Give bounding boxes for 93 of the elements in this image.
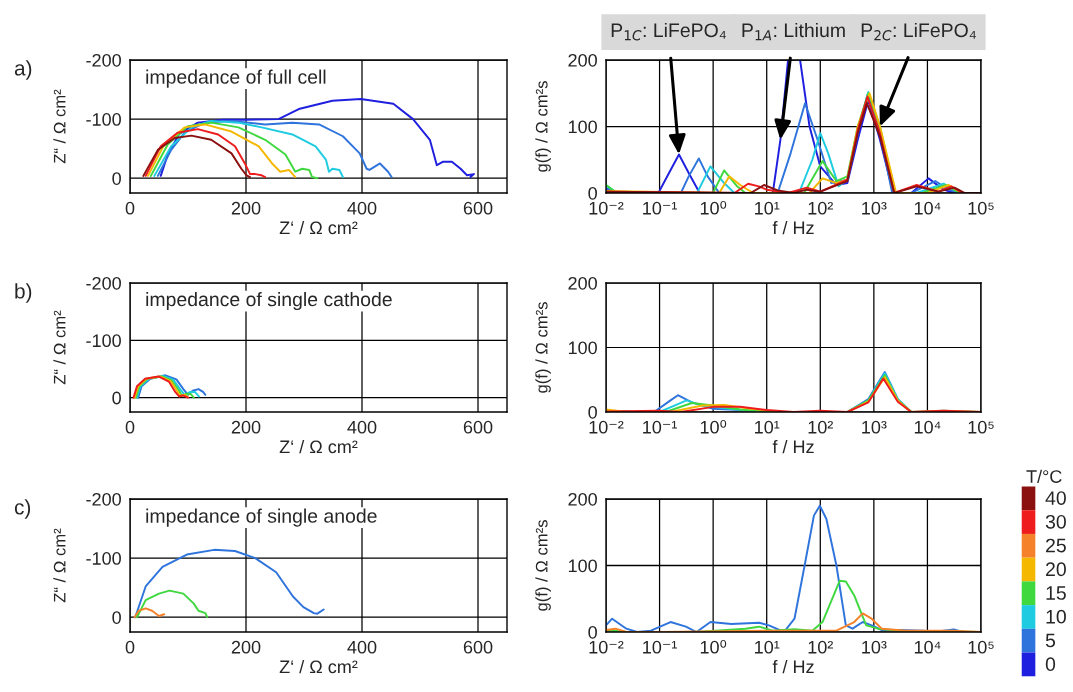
y-tick-label: 0	[112, 172, 121, 185]
y-tick-label: 200	[568, 276, 597, 290]
x-axis-title: Z‘ / Ω cm²	[279, 439, 358, 454]
line-series	[135, 589, 209, 619]
line-series	[144, 128, 267, 179]
line-series	[147, 123, 297, 179]
chart-title: impedance of single cathode	[146, 292, 392, 311]
line-series	[133, 607, 166, 619]
line-series	[159, 98, 475, 179]
x-tick-label: 600	[463, 640, 493, 654]
text: b)	[15, 283, 32, 303]
legend-label: 10	[1046, 609, 1066, 624]
x-axis-title: f / Hz	[772, 439, 814, 454]
legend-label: 20	[1046, 562, 1066, 577]
x-tick-label: 200	[231, 420, 261, 434]
x-tick-label: 10³	[862, 420, 887, 434]
y-axis-title: Z“ / Ω cm²	[53, 89, 66, 164]
x-tick-label: 10⁰	[700, 420, 727, 434]
y-tick-label: 200	[568, 492, 597, 506]
x-tick-label: 10⁻¹	[643, 420, 677, 434]
line-series	[142, 134, 252, 179]
y-tick-label: 0	[588, 186, 597, 200]
annotation: P$_{2C}$: LiFePO₄	[861, 22, 976, 41]
x-tick-label: 400	[347, 640, 377, 654]
x-tick-label: 200	[231, 201, 261, 215]
y-tick-label: 100	[568, 120, 597, 134]
annotation: P$_{1C}$: LiFePO₄	[611, 22, 726, 41]
y-tick-label: 0	[588, 625, 597, 639]
y-axis-title: g(f) / Ω cm²s	[535, 520, 551, 611]
annotation: P$_{1A}$: Lithium	[742, 22, 845, 41]
x-tick-label: 400	[347, 201, 377, 215]
chart-title: impedance of single anode	[146, 508, 377, 527]
y-tick-label: 200	[568, 53, 597, 67]
x-tick-label: 10⁵	[968, 201, 994, 215]
x-tick-label: 10⁻²	[589, 201, 624, 215]
x-tick-label: 0	[125, 640, 135, 654]
y-axis-title: g(f) / Ω cm²s	[535, 81, 551, 172]
x-tick-label: 10³	[862, 640, 887, 654]
legend-label: 40	[1045, 491, 1066, 505]
x-tick-label: 600	[463, 201, 493, 215]
x-tick-label: 10⁻²	[589, 420, 624, 434]
x-tick-label: 10⁻²	[589, 640, 624, 654]
x-tick-label: 10⁰	[700, 640, 727, 654]
legend-label: 30	[1045, 514, 1066, 529]
x-tick-label: 0	[125, 201, 135, 215]
x-tick-label: 10¹	[755, 640, 780, 654]
x-axis-title: f / Hz	[772, 220, 814, 235]
legend-label: 25	[1046, 538, 1066, 553]
x-tick-label: 10²	[808, 640, 833, 654]
y-axis-title: Z“ / Ω cm²	[53, 310, 66, 385]
legend-label: 5	[1045, 633, 1056, 648]
y-tick-label: 0	[112, 391, 121, 405]
text: a)	[14, 60, 32, 80]
y-tick-label: -200	[86, 53, 121, 67]
y-tick-label: 0	[112, 611, 121, 624]
line-series	[156, 119, 393, 179]
y-tick-label: -100	[86, 552, 121, 565]
x-tick-label: 10⁴	[914, 640, 941, 654]
x-tick-label: 10³	[862, 201, 887, 215]
x-tick-label: 600	[463, 420, 493, 434]
y-axis-title: Z“ / Ω cm²	[53, 528, 66, 603]
x-axis-title: Z‘ / Ω cm²	[279, 220, 358, 235]
x-axis-title: f / Hz	[772, 659, 814, 674]
y-tick-label: -200	[86, 492, 121, 506]
y-tick-label: 100	[568, 341, 597, 355]
y-tick-label: -200	[86, 276, 121, 290]
y-tick-label: -100	[86, 113, 121, 126]
legend-label: 0	[1045, 657, 1056, 672]
x-tick-label: 10⁴	[914, 201, 941, 215]
legend-title: T/°C	[1026, 469, 1062, 483]
x-tick-label: 10⁴	[914, 420, 941, 434]
x-tick-label: 10⁻¹	[643, 640, 677, 654]
x-tick-label: 10⁰	[700, 201, 727, 215]
y-axis-title: g(f) / Ω cm²s	[535, 302, 551, 393]
text: c)	[14, 499, 31, 519]
x-tick-label: 400	[347, 420, 377, 434]
y-tick-label: -100	[86, 334, 121, 348]
x-tick-label: 10⁻¹	[643, 201, 677, 215]
line-series	[153, 119, 344, 179]
x-tick-label: 10¹	[755, 420, 780, 434]
chart-title: impedance of full cell	[146, 69, 326, 88]
y-tick-label: 0	[588, 405, 597, 419]
x-tick-label: 0	[125, 420, 135, 434]
line-series	[149, 121, 319, 180]
x-tick-label: 10⁵	[968, 420, 994, 434]
x-tick-label: 10²	[808, 420, 833, 434]
x-tick-label: 10¹	[755, 201, 780, 215]
legend-label: 15	[1046, 586, 1066, 600]
x-axis-title: Z‘ / Ω cm²	[279, 659, 358, 674]
x-tick-label: 10⁵	[968, 640, 994, 654]
y-tick-label: 100	[568, 559, 597, 573]
x-tick-label: 200	[231, 640, 261, 654]
x-tick-label: 10²	[808, 201, 833, 215]
